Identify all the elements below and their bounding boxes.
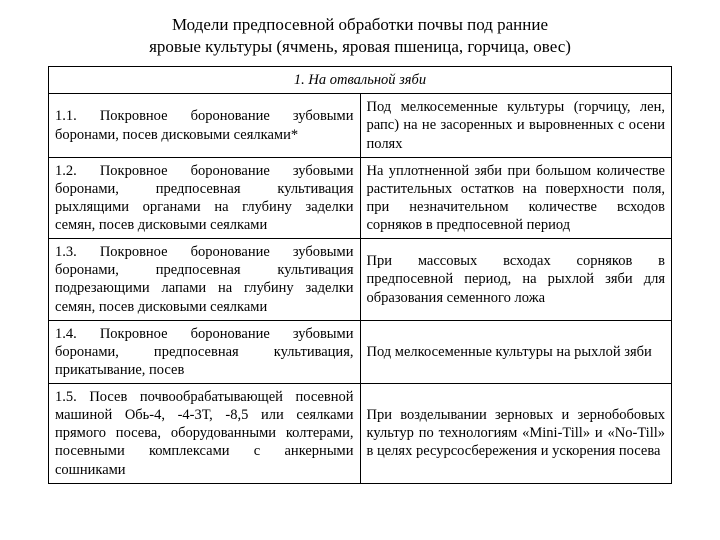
- row-left: 1.4. Покровное боронование зубовыми боро…: [49, 320, 361, 383]
- table-row: 1.5. Посев почвообрабатывающей посевной …: [49, 384, 672, 484]
- title-line-2: яровые культуры (ячмень, яровая пшеница,…: [149, 37, 571, 56]
- document-title: Модели предпосевной обработки почвы под …: [48, 14, 672, 58]
- row-right: При возделывании зерновых и зернобобовых…: [360, 384, 672, 484]
- section-header-row: 1. На отвальной зяби: [49, 67, 672, 94]
- table-row: 1.1. Покровное боронование зубовыми боро…: [49, 94, 672, 157]
- row-left: 1.5. Посев почвообрабатывающей посевной …: [49, 384, 361, 484]
- table-row: 1.3. Покровное боронование зубовыми боро…: [49, 239, 672, 321]
- row-left: 1.1. Покровное боронование зубовыми боро…: [49, 94, 361, 157]
- row-right: На уплотненной зяби при большом количест…: [360, 157, 672, 239]
- models-table: 1. На отвальной зяби 1.1. Покровное боро…: [48, 66, 672, 484]
- title-line-1: Модели предпосевной обработки почвы под …: [172, 15, 548, 34]
- table-row: 1.4. Покровное боронование зубовыми боро…: [49, 320, 672, 383]
- section-header-cell: 1. На отвальной зяби: [49, 67, 672, 94]
- row-right: Под мелкосеменные культуры на рыхлой зяб…: [360, 320, 672, 383]
- row-right: При массовых всходах сорняков в предпосе…: [360, 239, 672, 321]
- row-left: 1.3. Покровное боронование зубовыми боро…: [49, 239, 361, 321]
- row-left: 1.2. Покровное боронование зубовыми боро…: [49, 157, 361, 239]
- table-row: 1.2. Покровное боронование зубовыми боро…: [49, 157, 672, 239]
- row-right: Под мелкосеменные культуры (горчицу, лен…: [360, 94, 672, 157]
